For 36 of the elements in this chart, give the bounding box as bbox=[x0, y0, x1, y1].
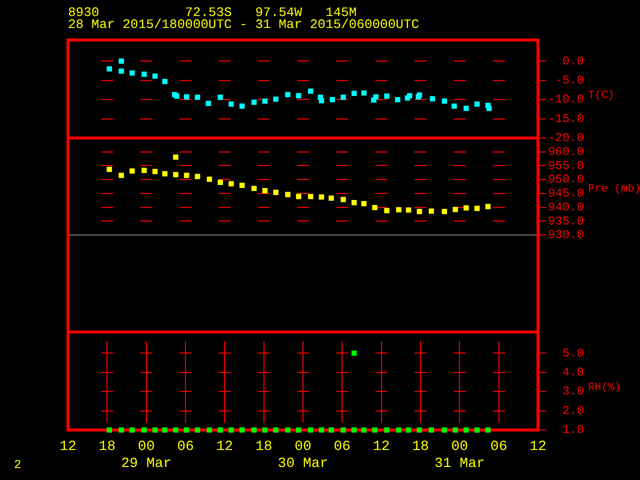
y-tick-label: 930.0 bbox=[548, 228, 584, 242]
x-tick-label: 12 bbox=[216, 439, 234, 456]
x-tick-label: 00 31 Mar bbox=[434, 439, 485, 472]
x-tick-label: 12 bbox=[372, 439, 390, 456]
x-tick-label: 18 bbox=[255, 439, 272, 456]
chart-subtitle: 28 Mar 2015/180000UTC - 31 Mar 2015/060000UTC bbox=[68, 17, 420, 32]
x-tick-label: 06 bbox=[177, 439, 194, 456]
chart-title: 8930 72.53S 97.54W 145M bbox=[68, 5, 357, 20]
y-tick-label: 5.0 bbox=[562, 346, 584, 360]
y-tick-label: -15.0 bbox=[548, 112, 584, 126]
y-tick-label: -20.0 bbox=[548, 131, 584, 146]
y-tick-label: 4.0 bbox=[562, 366, 584, 380]
x-tick-label: 00 29 Mar bbox=[121, 439, 172, 472]
text: 2 bbox=[14, 458, 22, 472]
x-tick-label: 18 bbox=[412, 439, 429, 456]
y-tick-label: 955.0 bbox=[548, 158, 584, 173]
x-tick-label: 06 bbox=[334, 439, 351, 456]
x-tick-label: 00 30 Mar bbox=[278, 439, 328, 472]
y-tick-label: 960.0 bbox=[548, 145, 584, 160]
y-tick-label: 935.0 bbox=[548, 214, 584, 228]
y-axis-title: T(C) bbox=[588, 90, 614, 102]
y-axis-title: RH(%) bbox=[588, 382, 622, 394]
x-tick-label: 06 bbox=[490, 439, 508, 456]
x-tick-label: 12 bbox=[60, 439, 76, 456]
y-tick-label: 0.0 bbox=[562, 54, 584, 68]
y-tick-label: 940.0 bbox=[548, 200, 584, 214]
x-tick-label: 12 bbox=[530, 439, 546, 456]
y-tick-label: 2.0 bbox=[562, 404, 584, 418]
y-tick-label: -10.0 bbox=[548, 92, 584, 107]
y-tick-label: 3.0 bbox=[562, 384, 584, 399]
y-tick-label: -5.0 bbox=[555, 74, 584, 88]
y-axis-title: Pre (mb) bbox=[588, 183, 640, 196]
y-tick-label: 1.0 bbox=[562, 423, 584, 438]
y-tick-label: 945.0 bbox=[548, 186, 584, 201]
y-tick-label: 950.0 bbox=[548, 172, 584, 187]
x-tick-label: 18 bbox=[98, 439, 116, 456]
